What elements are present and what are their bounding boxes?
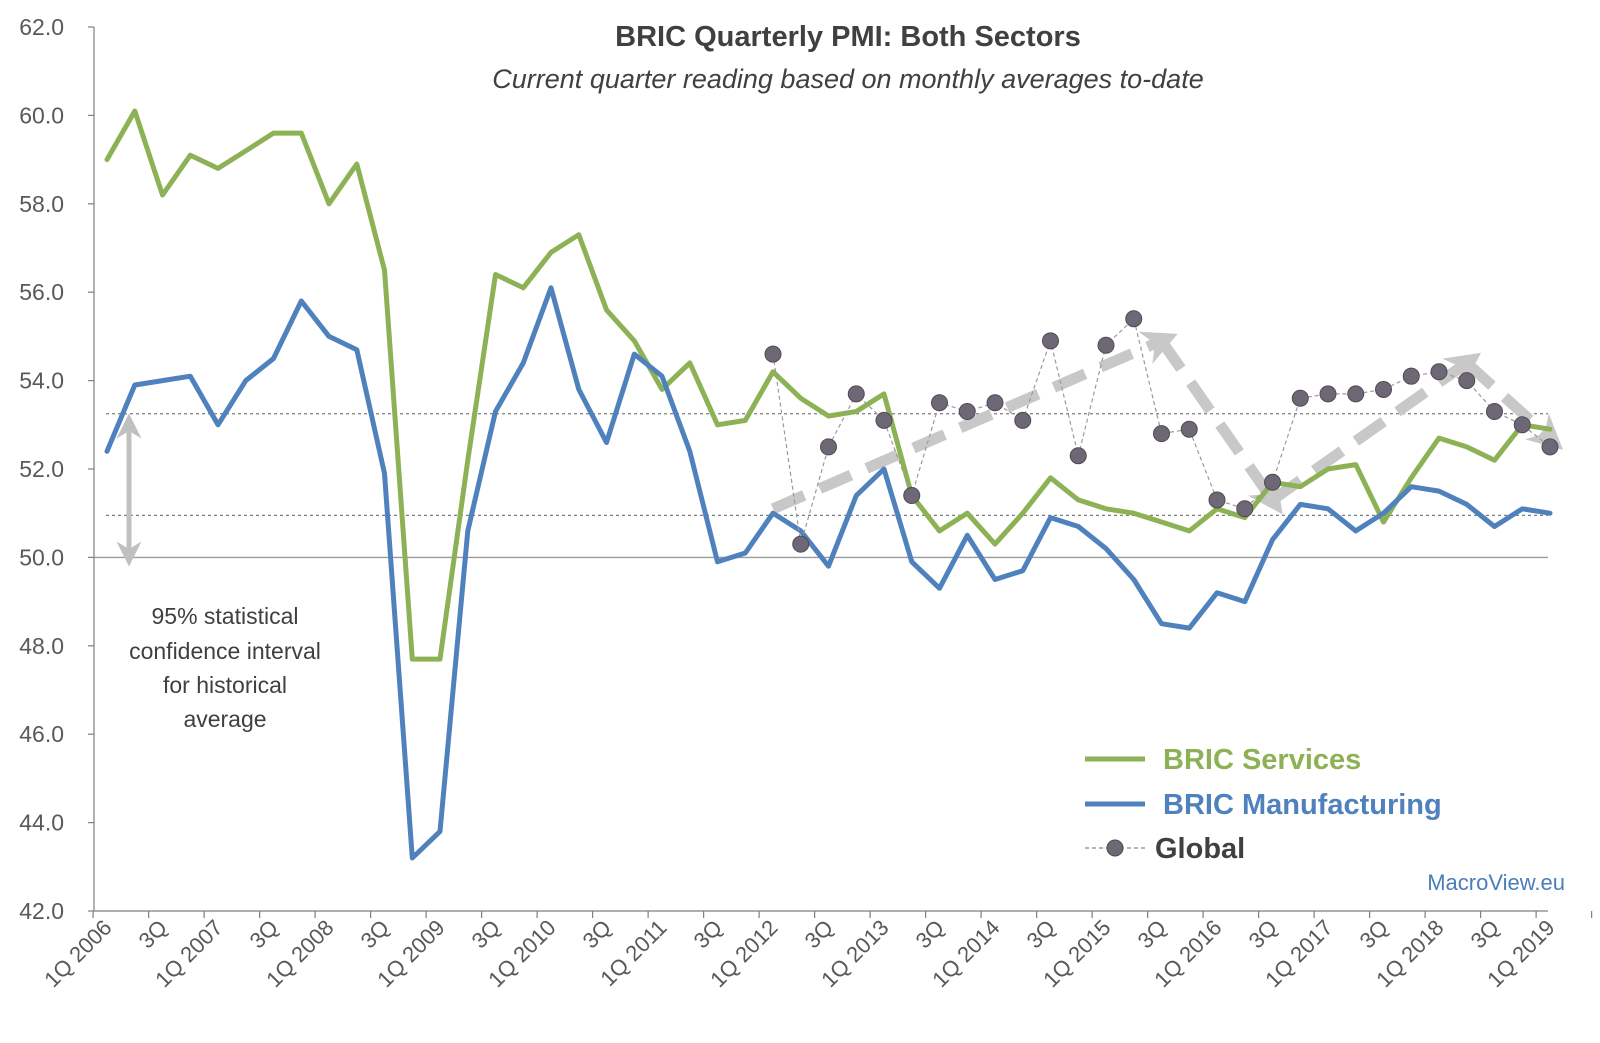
series-global — [764, 310, 1559, 553]
data-point-global — [1014, 411, 1032, 429]
series-line-bric-services — [104, 108, 1553, 662]
data-point-global — [1458, 372, 1476, 390]
x-tick-label: 3Q — [356, 915, 394, 953]
data-point-global — [792, 535, 810, 553]
data-point-global — [1402, 367, 1420, 385]
x-tick-label: 3Q — [1133, 915, 1171, 953]
data-point-global — [1347, 385, 1365, 403]
chart-subtitle: Current quarter reading based on monthly… — [492, 64, 1203, 94]
x-tick-label: 3Q — [1355, 915, 1393, 953]
data-point-global — [1430, 363, 1448, 381]
y-tick-label: 42.0 — [19, 898, 64, 924]
data-point-global — [1264, 473, 1281, 491]
trend-arrow — [1463, 358, 1564, 450]
trend-arrow — [1156, 337, 1283, 515]
legend: BRIC Services BRIC Manufacturing Global — [1085, 744, 1442, 865]
legend-swatch-global-marker — [1106, 839, 1124, 857]
series-bric-manufacturing — [104, 285, 1553, 861]
y-tick-label: 48.0 — [19, 633, 64, 659]
annotation-line-2: confidence interval — [129, 638, 321, 664]
data-point-global — [1125, 310, 1143, 328]
y-tick-label: 54.0 — [19, 368, 64, 394]
trend-arrow — [770, 331, 1178, 514]
data-point-global — [1375, 380, 1392, 398]
data-point-global — [1069, 447, 1087, 465]
series-layer — [104, 108, 1559, 861]
data-point-global — [847, 385, 865, 403]
series-bric-services — [104, 108, 1553, 662]
x-tick-label: 3Q — [911, 915, 949, 953]
annotation-line-1: 95% statistical — [151, 603, 298, 629]
axes: 42.0 44.0 46.0 48.0 50.0 52.0 54.0 56.0 58.0 60.0… — [19, 14, 1593, 992]
data-point-global — [1097, 336, 1115, 354]
data-point-global — [931, 394, 948, 412]
y-tick-label: 50.0 — [19, 544, 64, 570]
legend-label-global: Global — [1155, 833, 1245, 865]
annotation-line-3: for historical — [163, 672, 287, 698]
x-tick-label: 3Q — [689, 915, 727, 953]
data-point-global — [1208, 491, 1226, 509]
y-tick-label: 44.0 — [19, 810, 64, 836]
data-point-global — [1180, 420, 1198, 438]
y-tick-label: 52.0 — [19, 456, 64, 482]
data-point-global — [1486, 403, 1503, 421]
series-line-bric-manufacturing — [104, 285, 1553, 861]
y-tick-label: 60.0 — [19, 102, 64, 128]
data-point-global — [1042, 332, 1059, 350]
data-point-global — [1319, 385, 1337, 403]
annotation-line-4: average — [183, 706, 266, 732]
trend-arrow — [1269, 352, 1482, 505]
y-tick-label: 62.0 — [19, 14, 64, 40]
series-line-global — [772, 317, 1551, 545]
confidence-annotation: 95% statistical confidence interval for … — [116, 413, 321, 732]
x-tick-label: 3Q — [245, 915, 283, 953]
data-point-global — [764, 345, 782, 363]
data-point-global — [1153, 425, 1170, 443]
x-tick-label: 3Q — [134, 915, 172, 953]
data-point-global — [1236, 500, 1254, 518]
data-point-global — [1541, 438, 1559, 456]
x-tick-label: 3Q — [1466, 915, 1504, 953]
x-tick-label: 3Q — [1022, 915, 1060, 953]
data-point-global — [903, 487, 921, 505]
data-point-global — [1291, 389, 1309, 407]
data-point-global — [1513, 416, 1531, 434]
data-point-global — [820, 438, 837, 456]
data-point-global — [958, 403, 976, 421]
data-point-global — [875, 411, 893, 429]
x-tick-label: 3Q — [467, 915, 505, 953]
trend-arrows — [770, 331, 1564, 515]
source-label: MacroView.eu — [1427, 870, 1565, 895]
y-tick-label: 58.0 — [19, 191, 64, 217]
x-tick-label: 1Q 2006 — [39, 915, 116, 992]
x-tick-label: 3Q — [578, 915, 616, 953]
chart-title: BRIC Quarterly PMI: Both Sectors — [615, 21, 1081, 53]
y-tick-label: 46.0 — [19, 721, 64, 747]
x-tick-label: 3Q — [800, 915, 838, 953]
legend-label-manufacturing: BRIC Manufacturing — [1163, 789, 1442, 821]
x-tick-label: 3Q — [1244, 915, 1282, 953]
y-tick-label: 56.0 — [19, 279, 64, 305]
data-point-global — [986, 394, 1004, 412]
legend-label-services: BRIC Services — [1163, 744, 1361, 776]
